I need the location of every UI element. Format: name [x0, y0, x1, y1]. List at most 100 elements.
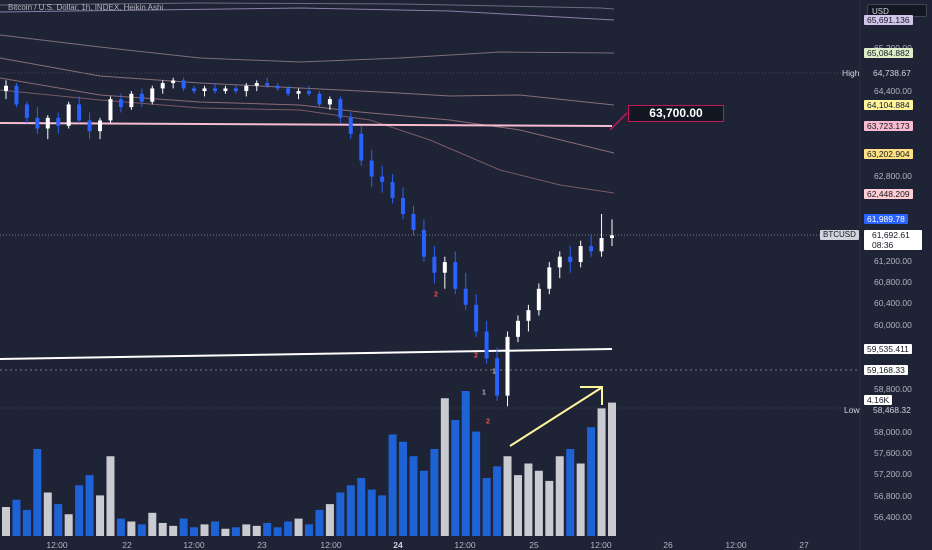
candle-body[interactable] [474, 304, 479, 332]
candle-body[interactable] [432, 256, 437, 273]
volume-bar [284, 521, 293, 536]
time-tick: 23 [257, 540, 267, 550]
candle-body[interactable] [547, 267, 552, 289]
candle-body[interactable] [296, 91, 301, 94]
candle-body[interactable] [307, 91, 311, 94]
candle-body[interactable] [212, 88, 217, 92]
candle-body[interactable] [369, 160, 374, 177]
candle-body[interactable] [484, 331, 489, 359]
candle-body[interactable] [463, 288, 468, 305]
candle-body[interactable] [4, 85, 8, 92]
low-label: Low [844, 405, 860, 415]
candle-body[interactable] [589, 246, 594, 252]
candle-body[interactable] [66, 104, 71, 126]
candle-body[interactable] [557, 256, 562, 268]
candle-body[interactable] [87, 120, 92, 132]
candle-body[interactable] [348, 117, 353, 134]
ma-line-4 [0, 57, 615, 106]
td-marker: 2 [486, 418, 490, 426]
candle-body[interactable] [610, 235, 614, 239]
candle-body[interactable] [77, 104, 82, 121]
candle-body[interactable] [171, 80, 176, 84]
candle-body[interactable] [223, 88, 228, 92]
candle-body[interactable] [568, 256, 573, 263]
candle-body[interactable] [317, 93, 322, 105]
candle-body[interactable] [453, 262, 458, 289]
volume-bar [273, 527, 282, 536]
price-tick: 58,000.00 [874, 427, 912, 437]
price-callout[interactable]: 63,700.00 [628, 105, 724, 122]
candle-body[interactable] [129, 93, 134, 108]
candle-body[interactable] [578, 246, 583, 263]
candle-body[interactable] [359, 133, 364, 161]
price-tick: 62,800.00 [874, 171, 912, 181]
resistance-line[interactable] [0, 122, 613, 127]
candle-body[interactable] [98, 120, 103, 132]
candle-body[interactable] [192, 88, 197, 92]
volume-bar [169, 525, 178, 536]
candle-body[interactable] [181, 80, 186, 89]
candle-body[interactable] [108, 99, 113, 121]
price-tick: 60,000.00 [874, 320, 912, 330]
volume-bar [315, 509, 324, 536]
support-line[interactable] [0, 348, 613, 360]
candle-body[interactable] [515, 320, 520, 337]
candle-body[interactable] [380, 176, 385, 182]
volume-bar [545, 480, 554, 536]
candle-body[interactable] [118, 99, 123, 108]
candle-body[interactable] [286, 88, 291, 94]
volume-bar [127, 521, 136, 536]
candle-body[interactable] [160, 83, 165, 89]
candle-body[interactable] [442, 262, 447, 273]
candle-body[interactable] [599, 238, 604, 252]
td-marker: 1 [482, 389, 486, 397]
candle-body[interactable] [421, 230, 426, 257]
candle-body[interactable] [233, 88, 238, 92]
candle-body[interactable] [505, 336, 510, 396]
callout-pointer [609, 112, 628, 131]
candle-body[interactable] [526, 310, 531, 321]
trend-arrow[interactable] [509, 387, 602, 447]
volume-bar [367, 489, 376, 536]
price-tag: 59,535.411 [864, 344, 912, 354]
time-tick: 12:00 [590, 540, 612, 550]
volume-bar [85, 475, 94, 536]
candle-body[interactable] [45, 117, 50, 129]
candle-body[interactable] [202, 88, 207, 92]
price-tag: 63,723.173 [864, 121, 913, 131]
candle-body[interactable] [495, 358, 500, 396]
time-tick: 22 [122, 540, 132, 550]
candle-body[interactable] [401, 197, 406, 214]
candle-body[interactable] [24, 104, 29, 118]
price-tag: 65,691.136 [864, 15, 913, 25]
price-axis-panel[interactable] [860, 0, 932, 550]
candle-body[interactable] [254, 83, 259, 86]
candle-body[interactable] [56, 117, 61, 126]
candle-body[interactable] [411, 213, 416, 231]
volume-bar [440, 398, 449, 536]
symbol-title[interactable]: Bitcoin / U.S. Dollar, 1h, INDEX, Heikin… [8, 3, 164, 12]
candle-body[interactable] [327, 99, 332, 105]
candle-body[interactable] [14, 85, 19, 105]
candle-body[interactable] [150, 88, 155, 102]
candle-body[interactable] [265, 83, 270, 86]
price-tick: 60,800.00 [874, 277, 912, 287]
candles[interactable] [4, 77, 614, 407]
volume-bar [22, 509, 31, 536]
candle-body[interactable] [338, 99, 343, 118]
candle-body[interactable] [390, 181, 395, 198]
candle-body[interactable] [244, 85, 249, 92]
volume-bar [597, 408, 606, 536]
candle-body[interactable] [139, 93, 144, 102]
candle-body[interactable] [275, 85, 280, 89]
volume-bar [116, 518, 125, 536]
candle-body[interactable] [536, 288, 541, 311]
time-tick: 27 [799, 540, 809, 550]
volume-bar [555, 456, 564, 536]
time-tick: 12:00 [725, 540, 747, 550]
volume-bar [33, 449, 42, 536]
candle-body[interactable] [35, 117, 40, 129]
volume-bar [513, 475, 522, 536]
price-tag: 62,448.209 [864, 189, 913, 199]
